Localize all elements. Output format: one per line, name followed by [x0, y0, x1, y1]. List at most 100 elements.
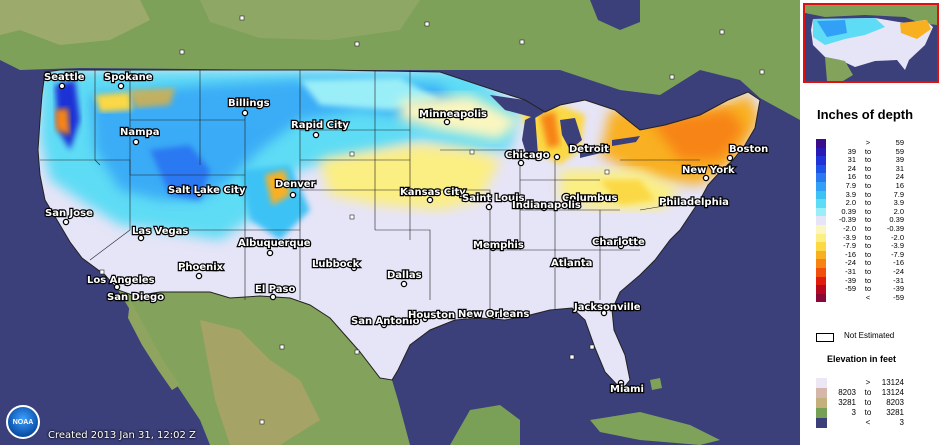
- legend-hi-value: 2.0: [893, 206, 904, 216]
- city-marker-minneapolis[interactable]: [443, 118, 451, 126]
- city-marker-san-antonio[interactable]: [380, 321, 388, 329]
- city-marker-las-vegas[interactable]: [137, 234, 145, 242]
- city-marker-lubbock[interactable]: [350, 264, 358, 272]
- city-label-miami: Miami: [610, 384, 644, 395]
- city-marker-jacksonville[interactable]: [600, 309, 608, 317]
- city-marker-saint-louis[interactable]: [485, 203, 493, 211]
- not-estimated-swatch: [816, 333, 834, 342]
- city-marker-el-paso[interactable]: [269, 293, 277, 301]
- city-label-minneapolis: Minneapolis: [419, 109, 487, 120]
- city-marker-memphis[interactable]: [489, 244, 497, 252]
- city-marker-billings[interactable]: [241, 109, 249, 117]
- city-label-spokane: Spokane: [104, 72, 153, 83]
- city-marker-san-diego[interactable]: [120, 293, 128, 301]
- city-marker-salt-lake-city[interactable]: [195, 190, 203, 198]
- city-marker-los-angeles[interactable]: [113, 283, 121, 291]
- city-marker-miami[interactable]: [617, 379, 625, 387]
- map-canvas: Seattle Spokane Billings Rapid City Minneapo…: [0, 0, 800, 445]
- legend-mid-value: to: [864, 155, 872, 165]
- legend-hi-value: 13124: [881, 388, 904, 397]
- legend-hi-value: 59: [895, 146, 904, 156]
- legend-hi-value: -2.0: [891, 232, 904, 242]
- city-marker-houston[interactable]: [421, 315, 429, 323]
- legend-lo-value: 0.39: [841, 206, 856, 216]
- city-label-new-orleans: New Orleans: [458, 309, 529, 320]
- legend-lo-value: 3.9: [845, 189, 856, 199]
- legend-hi-value: 0.39: [889, 215, 904, 225]
- snow-depth-map[interactable]: Seattle Spokane Billings Rapid City Minneapo…: [0, 0, 800, 445]
- city-marker-albuquerque[interactable]: [266, 249, 274, 257]
- legend-mid-value: to: [864, 172, 872, 182]
- city-layer: Seattle Spokane Billings Rapid City Minneapo…: [43, 71, 770, 396]
- city-marker-new-orleans[interactable]: [489, 312, 497, 320]
- legend-swatch: [816, 216, 826, 225]
- city-label-charlotte: Charlotte: [592, 237, 645, 248]
- city-marker-boston[interactable]: [726, 154, 734, 162]
- city-marker-dallas[interactable]: [400, 280, 408, 288]
- legend-swatch: [816, 242, 826, 251]
- city-marker-phoenix[interactable]: [195, 272, 203, 280]
- legend-swatch: [816, 259, 826, 268]
- city-label-indianapolis: Indianapolis: [512, 200, 581, 211]
- legend-swatch: [816, 285, 826, 294]
- legend-lo-value: -16: [845, 249, 856, 259]
- city-marker-indianapolis[interactable]: [540, 204, 548, 212]
- legend-mid-value: to: [864, 241, 872, 251]
- legend-mid-value: <: [865, 292, 871, 302]
- legend-lo-value: -7.9: [843, 241, 856, 251]
- legend-hi-value: -31: [893, 275, 904, 285]
- legend-hi-value: 3: [899, 418, 904, 427]
- legend-lo-value: 24: [847, 163, 856, 173]
- city-marker-columbus[interactable]: [580, 195, 588, 203]
- city-marker-charlotte[interactable]: [617, 242, 625, 250]
- city-label-detroit: Detroit: [569, 144, 609, 155]
- city-marker-nampa[interactable]: [132, 138, 140, 146]
- legend-mid-value: to: [864, 398, 872, 407]
- city-marker-rapid-city[interactable]: [312, 131, 320, 139]
- legend-lo-value: -39: [845, 275, 856, 285]
- legend-swatch: [816, 378, 827, 388]
- legend-mid-value: to: [864, 388, 872, 397]
- city-marker-spokane[interactable]: [117, 82, 125, 90]
- station-markers: [99, 15, 765, 425]
- legend-mid-value: to: [864, 223, 872, 233]
- legend-lo-value: -24: [845, 258, 856, 268]
- legend-mid-value: to: [864, 249, 872, 259]
- legend-swatch: [816, 250, 826, 260]
- city-marker-seattle[interactable]: [58, 82, 66, 90]
- legend-title: Inches of depth: [817, 107, 914, 122]
- legend-hi-value: -24: [893, 266, 904, 276]
- legend-lo-value: -59: [845, 284, 856, 294]
- legend-swatch: [816, 164, 826, 174]
- overview-inset-map[interactable]: [803, 3, 939, 83]
- legend-lo-value: -2.0: [843, 223, 856, 233]
- city-label-seattle: Seattle: [44, 72, 85, 83]
- city-label-san-antonio: San Antonio: [351, 316, 420, 327]
- legend-lo-value: 7.9: [845, 180, 856, 190]
- city-marker-san-jose[interactable]: [62, 218, 70, 226]
- city-label-san-diego: San Diego: [107, 292, 164, 303]
- legend-mid-value: to: [864, 258, 872, 268]
- city-marker-atlanta[interactable]: [564, 261, 572, 269]
- city-marker-new-york[interactable]: [702, 174, 710, 182]
- legend-swatch: [816, 267, 826, 277]
- legend-swatch: [816, 199, 826, 208]
- legend-hi-value: -3.9: [891, 241, 904, 251]
- legend-hi-value: 8203: [886, 398, 904, 407]
- city-marker-philadelphia[interactable]: [691, 199, 699, 207]
- legend-hi-value: 7.9: [893, 189, 904, 199]
- legend-lo-value: -31: [845, 266, 856, 276]
- legend-hi-value: 24: [895, 172, 904, 182]
- legend-hi-value: 59: [895, 138, 904, 147]
- city-marker-kansas-city[interactable]: [426, 196, 434, 204]
- legend-mid-value: to: [864, 198, 872, 208]
- legend-lo-value: -0.39: [838, 215, 856, 225]
- city-marker-denver[interactable]: [289, 191, 297, 199]
- legend-swatch: [816, 276, 826, 286]
- city-marker-chicago[interactable]: [517, 159, 525, 167]
- city-marker-detroit[interactable]: [553, 153, 561, 161]
- legend-hi-value: 3.9: [893, 198, 904, 208]
- noaa-logo[interactable]: NOAA: [6, 405, 40, 439]
- legend-lo-value: 3281: [838, 398, 856, 407]
- city-label-chicago: Chicago: [505, 150, 550, 161]
